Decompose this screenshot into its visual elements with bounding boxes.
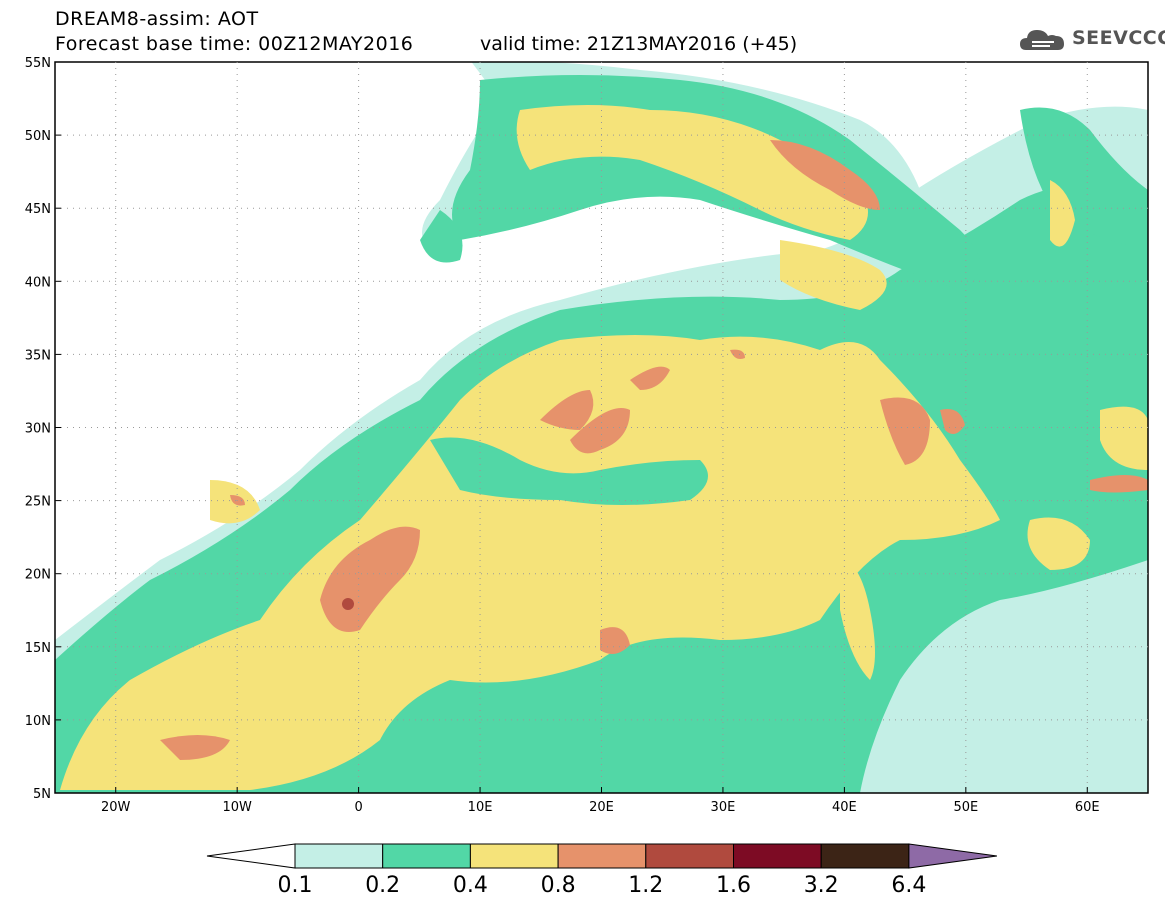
colorbar-label: 6.4 [891, 873, 926, 898]
model-title: DREAM8-assim: AOT [55, 8, 259, 30]
lat-label: 15N [25, 641, 51, 656]
axis-ticks: 55N 50N 45N 40N 35N 30N 25N 20N 15N 10N 5N 20W 10W 0 1… [25, 56, 1100, 815]
lon-label: 30E [711, 800, 736, 815]
lat-label: 40N [25, 275, 51, 290]
aot-fields [55, 62, 1148, 793]
lon-label: 60E [1075, 800, 1100, 815]
colorbar-label: 0.4 [453, 873, 488, 898]
colorbar-box [645, 843, 734, 869]
lat-label: 5N [33, 787, 51, 802]
colorbar-label: 0.2 [365, 873, 400, 898]
colorbar-box [820, 843, 910, 869]
colorbar-box [557, 843, 647, 869]
colorbar-label: 1.6 [716, 873, 751, 898]
aot-band-0.4-0.8 [60, 105, 1148, 790]
lon-label: 0 [354, 800, 362, 815]
valid-time: valid time: 21Z13MAY2016 (+45) [480, 33, 798, 55]
lon-label: 10E [468, 800, 493, 815]
colorbar-label: 1.2 [628, 873, 663, 898]
lat-label: 55N [25, 56, 51, 71]
lon-label: 20W [101, 800, 131, 815]
forecast-base-time: Forecast base time: 00Z12MAY2016 [55, 33, 414, 55]
logo-text: SEEVCCC [1072, 27, 1165, 49]
colorbar-label: 3.2 [804, 873, 839, 898]
colorbar-box [294, 843, 384, 869]
cloud-logo-icon [1020, 30, 1064, 50]
lon-label: 20E [589, 800, 614, 815]
lat-label: 10N [25, 714, 51, 729]
colorbar-box [469, 843, 559, 869]
lat-label: 30N [25, 422, 51, 437]
colorbar-arrow-low [206, 843, 296, 869]
colorbar-box [733, 843, 822, 869]
colorbar-box [382, 843, 471, 869]
lon-label: 40E [832, 800, 857, 815]
aot-band-1.2-1.6 [342, 598, 354, 610]
colorbar: 0.1 0.2 0.4 0.8 1.2 1.6 3.2 6.4 [206, 843, 997, 898]
lat-label: 50N [25, 129, 51, 144]
colorbar-label: 0.8 [541, 873, 576, 898]
lat-label: 35N [25, 348, 51, 363]
lat-label: 20N [25, 568, 51, 583]
colorbar-label: 0.1 [278, 873, 313, 898]
lon-label: 50E [953, 800, 978, 815]
graticule [55, 62, 1148, 793]
lat-label: 45N [25, 202, 51, 217]
lat-label: 25N [25, 495, 51, 510]
colorbar-arrow-high [908, 843, 997, 869]
lon-label: 10W [222, 800, 252, 815]
